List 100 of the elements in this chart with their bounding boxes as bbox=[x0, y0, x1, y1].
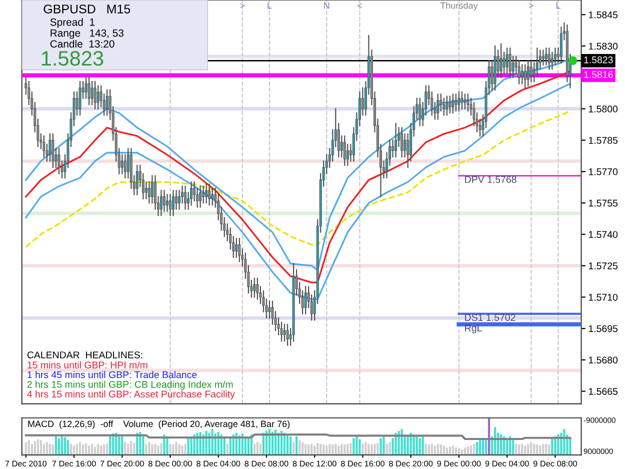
candlestick bbox=[78, 81, 82, 116]
bar bbox=[398, 430, 400, 455]
bar bbox=[512, 440, 514, 455]
annotation: Spread 1 bbox=[50, 18, 95, 28]
bar bbox=[428, 444, 430, 455]
bar bbox=[370, 444, 373, 455]
bar bbox=[569, 438, 572, 455]
candlestick bbox=[530, 60, 532, 82]
bar bbox=[178, 444, 180, 455]
y-tick-label: 1.5710 bbox=[588, 294, 618, 301]
annotation: 1.5823 bbox=[42, 51, 104, 66]
candlestick bbox=[440, 94, 442, 112]
bar bbox=[382, 436, 385, 455]
candlestick bbox=[418, 98, 422, 126]
candlestick bbox=[90, 81, 94, 106]
bar bbox=[452, 446, 454, 455]
bar bbox=[72, 446, 76, 455]
candlestick bbox=[460, 92, 464, 110]
ref-line-label: DPV 1.5768 bbox=[465, 176, 516, 183]
bar bbox=[454, 448, 457, 455]
candlestick bbox=[184, 186, 187, 210]
annotation: 2 hrs 15 mins until GBP: CB Leading Index m/m bbox=[27, 380, 233, 390]
candlestick bbox=[560, 26, 562, 64]
y-tick-label: 1.5845 bbox=[588, 11, 618, 18]
chart-title: MACD (12,26,9) -off Volume (Period 20, Average 481, Bar 76) bbox=[28, 420, 290, 429]
candlestick bbox=[520, 64, 524, 84]
bar bbox=[187, 438, 190, 455]
bar bbox=[539, 446, 542, 455]
x-tick-label: 8 Dec 04:00 bbox=[196, 460, 240, 467]
bar bbox=[302, 442, 304, 455]
bar bbox=[66, 440, 70, 455]
bar bbox=[256, 442, 259, 455]
candlestick bbox=[148, 181, 150, 204]
x-tick-label: 8 Dec 12:00 bbox=[292, 460, 336, 467]
bar bbox=[322, 444, 325, 455]
bar bbox=[356, 436, 358, 455]
candlestick bbox=[166, 194, 168, 212]
bar bbox=[24, 442, 27, 455]
x-tick-label: 9 Dec 08:00 bbox=[533, 460, 577, 467]
candlestick bbox=[448, 96, 452, 114]
candlestick bbox=[106, 89, 108, 116]
annotation: 4 hrs 15 mins until GBP: Asset Purchase Facility bbox=[27, 390, 235, 400]
candlestick bbox=[48, 133, 52, 162]
candlestick bbox=[136, 164, 138, 196]
bar bbox=[64, 437, 66, 455]
candlestick bbox=[346, 144, 349, 166]
bar bbox=[36, 439, 39, 455]
y-tick-label: 1.5800 bbox=[588, 106, 618, 112]
bar bbox=[446, 448, 448, 455]
candlestick bbox=[280, 322, 283, 342]
candlestick bbox=[238, 238, 241, 262]
y-tick-label: 1.5830 bbox=[588, 42, 618, 50]
bar bbox=[416, 436, 418, 455]
bar bbox=[157, 446, 160, 455]
annotation: GBPUSD M15 bbox=[44, 4, 130, 14]
ref-line-label: 1.5823 bbox=[584, 56, 613, 64]
bar bbox=[314, 446, 316, 455]
bar bbox=[332, 444, 334, 455]
candlestick bbox=[253, 278, 256, 298]
bar bbox=[124, 442, 126, 455]
bar bbox=[406, 436, 409, 455]
candlestick bbox=[548, 48, 550, 70]
bar bbox=[154, 444, 156, 455]
candlestick bbox=[526, 60, 530, 86]
candlestick bbox=[446, 96, 448, 116]
candlestick bbox=[452, 94, 454, 114]
candlestick bbox=[490, 60, 494, 91]
annotation: Thursday bbox=[440, 2, 478, 10]
candlestick bbox=[506, 48, 508, 74]
candlestick bbox=[205, 184, 208, 204]
bar bbox=[151, 444, 154, 455]
bar bbox=[184, 444, 186, 455]
bar bbox=[422, 436, 424, 455]
x-tick-label: 7 Dec 2010 bbox=[5, 460, 47, 467]
candlestick bbox=[211, 188, 214, 206]
candlestick bbox=[518, 60, 520, 84]
bar bbox=[133, 443, 136, 455]
candlestick bbox=[454, 94, 458, 112]
bar bbox=[40, 440, 42, 455]
candlestick bbox=[343, 135, 346, 166]
bar bbox=[560, 432, 562, 455]
candlestick bbox=[208, 184, 211, 206]
bar bbox=[434, 446, 436, 455]
candlestick bbox=[550, 52, 554, 70]
bar bbox=[28, 440, 30, 455]
bar bbox=[364, 442, 367, 455]
annotation: < bbox=[358, 3, 362, 8]
x-tick-label: 8 Dec 16:00 bbox=[340, 460, 384, 467]
candlestick bbox=[76, 92, 78, 116]
bar bbox=[440, 444, 442, 455]
annotation: > bbox=[528, 3, 534, 8]
bar bbox=[442, 446, 445, 455]
bar bbox=[82, 444, 84, 455]
bar bbox=[530, 442, 532, 455]
annotation: > bbox=[240, 3, 245, 8]
y-tick-label: 1.5680 bbox=[588, 356, 618, 364]
bar bbox=[344, 444, 346, 455]
y-tick-label: 1.5695 bbox=[588, 325, 618, 332]
y-tick-label: 1.5785 bbox=[588, 136, 618, 144]
candlestick bbox=[404, 133, 406, 158]
